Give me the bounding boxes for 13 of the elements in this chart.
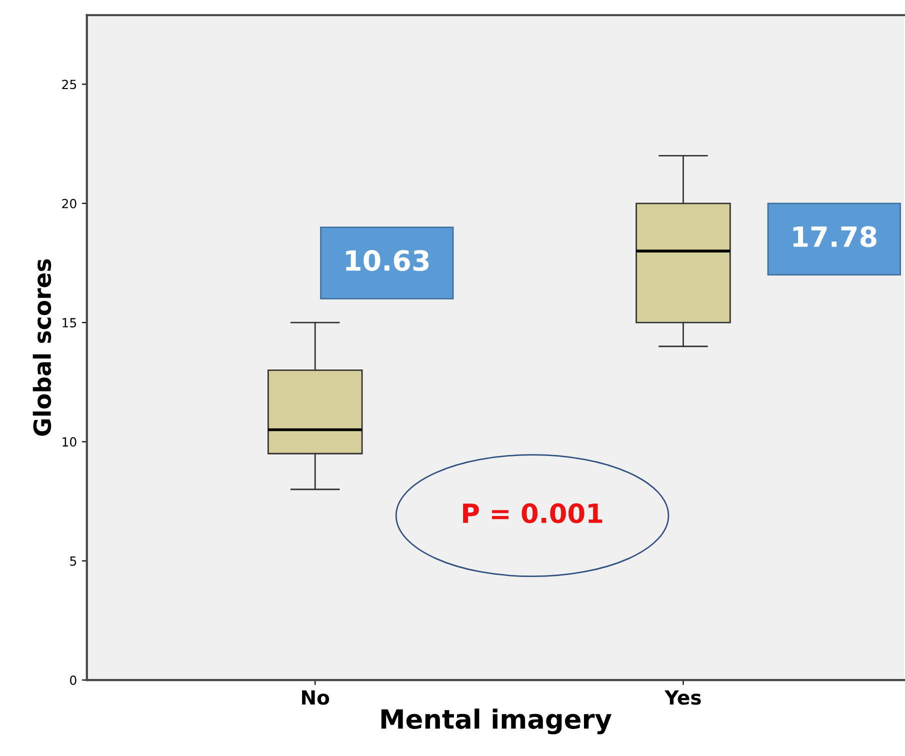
annotation: 10.63 xyxy=(346,250,429,272)
y-axis-title: Global scores xyxy=(32,259,52,436)
annotation: 17.78 xyxy=(793,226,876,248)
y-tick-label: 10 xyxy=(62,437,76,447)
annotation: P = 0.001 xyxy=(463,503,602,524)
y-tick-label: 25 xyxy=(62,80,76,90)
y-tick-label: 5 xyxy=(70,556,76,566)
y-tick-label: 0 xyxy=(70,675,76,685)
y-tick-label: 20 xyxy=(62,198,76,208)
y-tick-label: 15 xyxy=(62,318,76,328)
x-tick-label: Yes xyxy=(664,690,701,705)
x-tick-label: No xyxy=(302,690,330,705)
x-axis-title: Mental imagery xyxy=(381,708,612,734)
